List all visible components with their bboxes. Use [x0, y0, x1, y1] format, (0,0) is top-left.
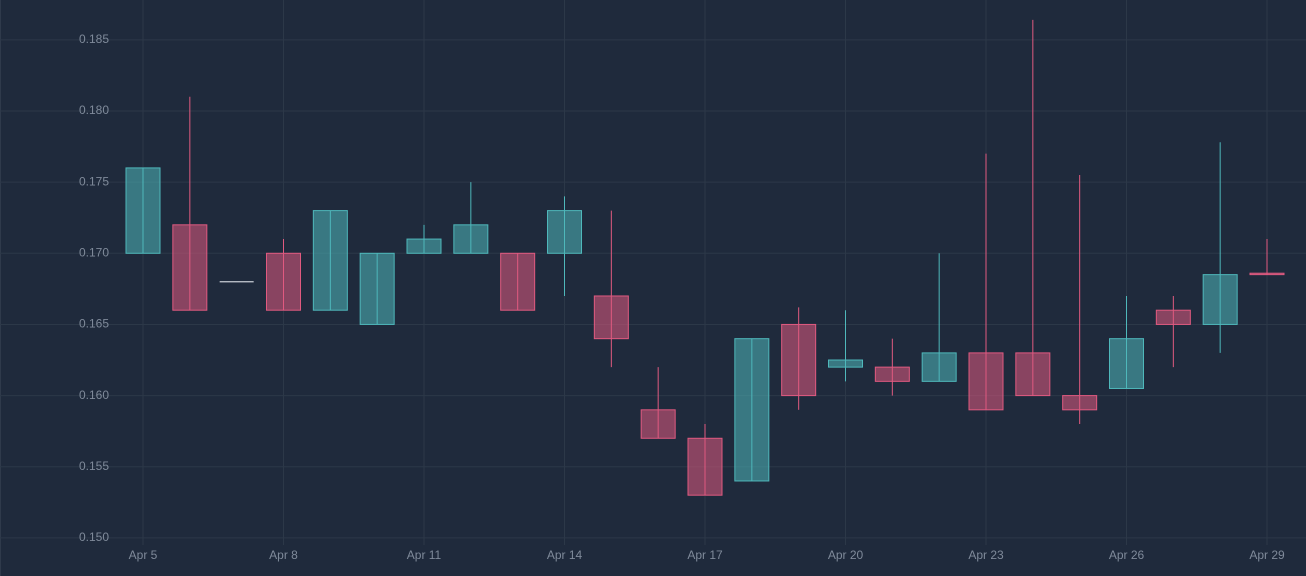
x-tick-label: Apr 8 — [269, 548, 298, 562]
candle-body — [1062, 395, 1098, 411]
candle-body — [172, 224, 208, 311]
x-tick-label: Apr 23 — [968, 548, 1004, 562]
y-tick-label: 0.150 — [79, 530, 109, 544]
y-tick-label: 0.155 — [79, 459, 109, 473]
candle-body — [640, 409, 676, 439]
candle-body — [359, 252, 395, 325]
candle-body — [921, 352, 957, 382]
candle-body — [1015, 352, 1051, 397]
candle-body — [968, 352, 1004, 411]
x-tick-label: Apr 20 — [828, 548, 864, 562]
candle-body — [781, 323, 817, 397]
candle-body — [547, 210, 582, 254]
y-tick-label: 0.185 — [79, 32, 109, 46]
y-tick-label: 0.165 — [79, 317, 109, 331]
x-tick-label: Apr 5 — [129, 548, 158, 562]
candle-body — [1155, 309, 1191, 325]
candle-body — [828, 359, 863, 368]
candle-body — [593, 295, 629, 340]
y-tick-label: 0.160 — [79, 388, 109, 402]
y-tick-label: 0.175 — [79, 174, 109, 188]
x-tick-label: Apr 11 — [407, 548, 442, 562]
candle-body — [125, 167, 161, 254]
candle-body — [453, 224, 489, 254]
y-tick-label: 0.180 — [79, 103, 109, 117]
candle-body — [734, 338, 770, 482]
x-tick-label: Apr 17 — [687, 548, 723, 562]
y-tick-label: 0.170 — [79, 245, 109, 259]
x-tick-label: Apr 14 — [547, 548, 583, 562]
candle-body — [500, 252, 536, 311]
candle-body — [687, 437, 723, 496]
candle-body — [874, 366, 910, 382]
candle-body — [1202, 274, 1238, 325]
candle-body — [266, 252, 301, 311]
x-tick-label: Apr 26 — [1109, 548, 1145, 562]
x-tick-label: Apr 29 — [1249, 548, 1285, 562]
candle-body — [1249, 272, 1285, 276]
candle-body — [406, 238, 442, 254]
candle-body — [1109, 338, 1144, 389]
candle-body — [312, 210, 348, 311]
